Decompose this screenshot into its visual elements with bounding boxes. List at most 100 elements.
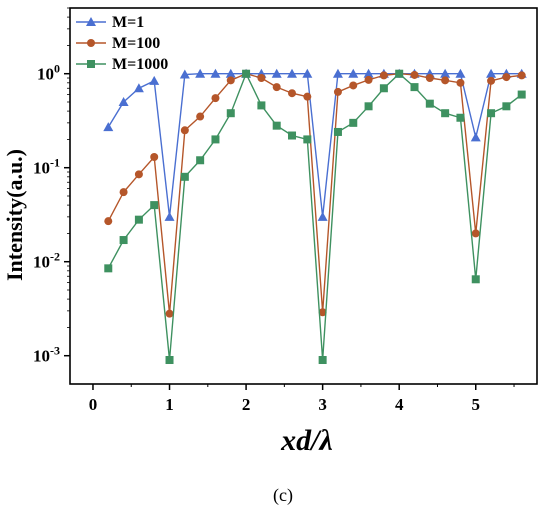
series-layer: [103, 68, 527, 365]
data-point: [226, 109, 235, 118]
data-point: [211, 135, 220, 144]
data-point: [318, 356, 327, 365]
data-point: [257, 74, 266, 83]
data-point: [287, 68, 298, 78]
data-point: [165, 309, 174, 318]
data-point: [456, 113, 465, 122]
legend-marker: [87, 39, 95, 47]
data-point: [470, 132, 481, 142]
legend: M=1 M=100 M=1000: [76, 14, 168, 73]
data-point: [180, 172, 189, 181]
data-point: [195, 68, 206, 78]
data-point: [486, 68, 497, 78]
data-point: [272, 83, 281, 92]
data-point: [517, 71, 526, 80]
x-tick-label: 4: [395, 395, 404, 414]
data-point: [150, 201, 159, 210]
y-tick-label: 10-3: [33, 344, 60, 366]
figure-caption: (c): [273, 485, 293, 506]
data-point: [257, 101, 266, 110]
data-point: [441, 109, 450, 118]
data-point: [119, 236, 128, 245]
data-point: [349, 81, 358, 90]
data-point: [164, 211, 175, 221]
data-point: [487, 76, 496, 85]
legend-label: M=100: [112, 35, 160, 52]
data-point: [502, 102, 511, 111]
data-point: [318, 308, 327, 317]
data-point: [104, 217, 113, 226]
data-point: [149, 75, 160, 85]
data-point: [119, 188, 128, 197]
data-point: [271, 68, 282, 78]
data-point: [242, 69, 251, 78]
data-point: [455, 68, 466, 78]
x-axis-label: xd/λ: [280, 424, 333, 457]
data-point: [210, 68, 221, 78]
data-point: [456, 78, 465, 87]
data-point: [425, 74, 434, 83]
x-tick-label: 0: [89, 395, 98, 414]
data-point: [303, 135, 312, 144]
x-tick-label: 3: [318, 395, 327, 414]
series-line: [107, 72, 522, 217]
data-point: [133, 83, 144, 93]
data-point: [180, 126, 189, 135]
series-2: [104, 69, 526, 318]
axes: 0 1 2 3 4 5 10-3 10-2 10-1 100: [33, 7, 538, 414]
data-point: [348, 68, 359, 78]
data-point: [179, 69, 190, 79]
data-point: [118, 97, 129, 106]
data-point: [226, 76, 235, 85]
x-tick-label: 1: [165, 395, 174, 414]
data-point: [103, 122, 114, 132]
series-3: [104, 69, 526, 365]
y-tick-label: 10-1: [33, 156, 60, 178]
legend-item: M=100: [76, 35, 160, 52]
data-point: [196, 112, 205, 121]
data-point: [363, 68, 374, 78]
data-point: [225, 68, 236, 78]
data-point: [471, 275, 480, 284]
legend-marker: [86, 17, 96, 26]
legend-marker: [87, 60, 95, 68]
data-point: [288, 131, 297, 140]
data-point: [211, 94, 220, 103]
data-point: [379, 71, 388, 80]
data-point: [150, 152, 159, 161]
legend-label: M=1: [112, 14, 144, 31]
legend-item: M=1: [76, 14, 144, 31]
data-point: [441, 76, 450, 85]
data-point: [471, 229, 480, 238]
data-point: [317, 211, 328, 221]
data-point: [425, 99, 434, 108]
data-point: [502, 73, 511, 82]
series-line: [107, 72, 522, 314]
y-tick-label: 10-2: [33, 250, 60, 272]
data-point: [104, 264, 113, 273]
x-tick-label: 2: [242, 395, 251, 414]
data-point: [332, 68, 343, 78]
data-point: [349, 118, 358, 127]
data-point: [395, 69, 404, 78]
data-point: [517, 90, 526, 99]
data-point: [410, 70, 419, 79]
data-point: [134, 170, 143, 179]
data-point: [364, 75, 373, 84]
data-point: [288, 89, 297, 98]
data-point: [134, 215, 143, 224]
series-line: [107, 71, 523, 361]
data-point: [333, 127, 342, 136]
x-tick-label: 5: [472, 395, 481, 414]
data-point: [165, 356, 174, 365]
y-tick-label: 100: [37, 62, 60, 84]
legend-item: M=1000: [76, 56, 168, 73]
data-point: [487, 109, 496, 118]
data-point: [333, 87, 342, 96]
data-point: [364, 102, 373, 111]
data-point: [303, 92, 312, 101]
data-point: [440, 68, 451, 78]
legend-label: M=1000: [112, 56, 168, 73]
data-point: [196, 156, 205, 165]
